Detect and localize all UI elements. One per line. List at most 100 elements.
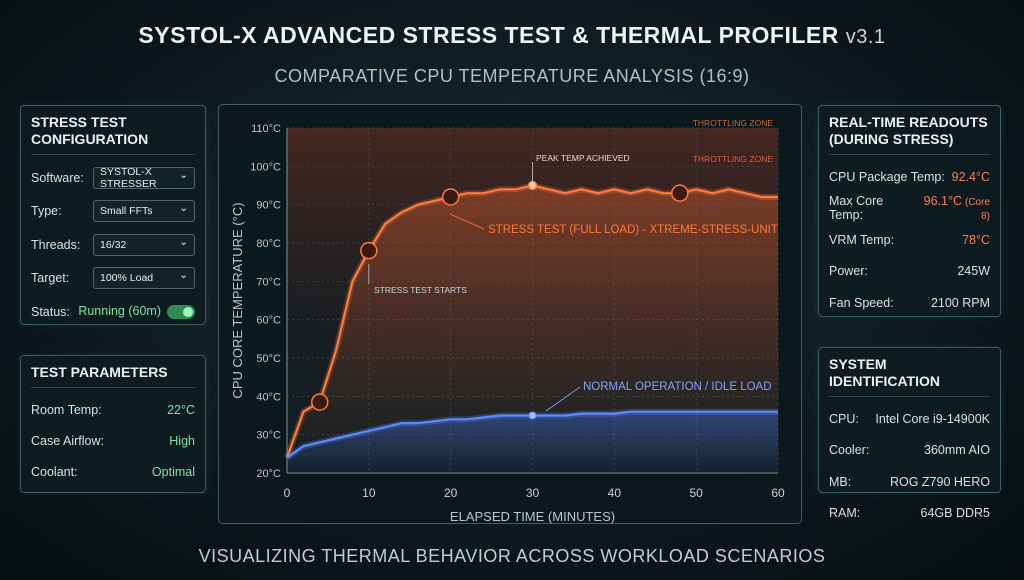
chevron: ⌄ (179, 202, 188, 215)
row-value: Running (60m) (78, 304, 195, 320)
value-text: 2100 RPM (930, 295, 990, 310)
system-panel: SYSTEM IDENTIFICATION CPU: Intel Core i9-1… (818, 347, 1001, 520)
panel-row: Type: Small FFTs ⌄ (31, 195, 195, 229)
row-label: Power: (829, 264, 868, 279)
x-axis-label: ELAPSED TIME (MINUTES) (450, 509, 615, 524)
row-label: RAM: (829, 506, 861, 521)
annotation: PEAK TEMP ACHIEVED (536, 153, 630, 163)
dropdown[interactable]: 16/32 ⌄ (93, 233, 195, 256)
row-value: Optimal (152, 465, 195, 479)
dropdown-value: SYSTOL-X STRESSER (100, 165, 157, 190)
panel-row: Case Airflow: High (31, 425, 195, 456)
row-label: MB: (829, 474, 852, 489)
page-title: SYSTOL-X ADVANCED STRESS TEST & THERMAL … (0, 22, 1024, 49)
panel-row: Coolant: Optimal (31, 456, 195, 487)
leader-line (449, 213, 485, 230)
value-note: (Core 8) (964, 197, 990, 223)
panel-title: SYSTEM IDENTIFICATION (829, 356, 990, 397)
panel-row: VRM Temp: 78°C (829, 224, 990, 256)
dropdown-value: 100% Load (100, 272, 154, 285)
panel-row: Max Core Temp: 96.1°C (Core 8) (829, 193, 990, 225)
row-label: Target: (31, 271, 70, 286)
series-area (287, 185, 778, 473)
panel-row: Threads: 16/32 ⌄ (31, 228, 195, 262)
event-marker (441, 188, 460, 206)
x-tick-label: 0 (284, 486, 291, 500)
value-text: 360mm AIO (924, 443, 990, 458)
series-label: NORMAL OPERATION / IDLE LOAD (583, 381, 772, 393)
row-value: 22°C (167, 403, 195, 417)
chevron: ⌄ (179, 235, 188, 248)
dropdown[interactable]: SYSTOL-X STRESSER ⌄ (93, 165, 195, 190)
value-text: 22°C (167, 402, 195, 417)
y-axis-label: CPU CORE TEMPERATURE (°C) (230, 202, 245, 398)
value-text: High (169, 433, 195, 448)
panel-row: Cooler: 360mm AIO (829, 435, 990, 467)
row-label: Coolant: (31, 464, 78, 479)
panel-title: REAL-TIME READOUTS (DURING STRESS) (829, 114, 990, 155)
row-label: Software: (31, 170, 84, 185)
dropdown-value: Small FFTs (100, 205, 153, 218)
panel-row: CPU: Intel Core i9-14900K (829, 403, 990, 435)
row-value: 92.4°C (952, 170, 990, 184)
x-tick-label: 20 (444, 486, 458, 500)
event-marker (528, 411, 537, 420)
row-value: 360mm AIO (924, 443, 990, 457)
value-text: 245W (957, 264, 990, 279)
panel-row: CPU Package Temp: 92.4°C (829, 161, 990, 193)
value-text: 92.4°C (951, 169, 990, 184)
row-label: Case Airflow: (31, 433, 104, 448)
panel-row: Status: Running (60m) (31, 295, 195, 329)
y-tick-label: 60°C (256, 315, 281, 327)
panel-title-line: STRESS TEST (31, 114, 127, 130)
params-panel: TEST PARAMETERS Room Temp: 22°C Case Airflo… (20, 355, 206, 493)
value-text: 78°C (962, 232, 990, 247)
annotation: THROTTLING ZONE (693, 154, 774, 164)
readouts-panel: REAL-TIME READOUTS (DURING STRESS) CPU Pac… (818, 105, 1001, 317)
series-area (287, 411, 778, 473)
x-tick-label: 60 (771, 486, 785, 500)
row-value: Intel Core i9-14900K (875, 412, 990, 426)
row-label: Status: (31, 304, 70, 319)
row-value: 96.1°C (Core 8) (916, 194, 990, 222)
value-text: 64GB DDR5 (920, 506, 990, 521)
dropdown[interactable]: 100% Load ⌄ (93, 267, 195, 290)
y-tick-label: 30°C (256, 430, 281, 442)
value-text: Intel Core i9-14900K (875, 411, 990, 426)
dropdown[interactable]: Small FFTs ⌄ (93, 200, 195, 223)
panel-title-line: TEST PARAMETERS (31, 364, 168, 380)
y-tick-label: 90°C (256, 200, 281, 212)
panel-row: Power: 245W (829, 256, 990, 288)
dropdown-value: 16/32 (100, 238, 127, 251)
chart: 20°C 30°C 40°C 50°C 60°C 70°C 80°C 90°C 100°C 110… (218, 104, 802, 524)
row-label: VRM Temp: (829, 232, 895, 247)
value-text: Optimal (151, 464, 195, 479)
value-text: 96.1°C (923, 194, 962, 209)
panel-title-line: REAL-TIME READOUTS (829, 114, 988, 130)
row-value: 2100 RPM (931, 296, 990, 310)
footer: VISUALIZING THERMAL BEHAVIOR ACROSS WORK… (198, 546, 826, 566)
x-tick-label: 30 (526, 486, 540, 500)
panel-title-line: (DURING STRESS) (829, 131, 954, 147)
subtitle: COMPARATIVE CPU TEMPERATURE ANALYSIS (16… (274, 66, 750, 86)
panel-title-line: CONFIGURATION (31, 131, 149, 147)
y-tick-label: 70°C (256, 276, 281, 288)
toggle[interactable] (167, 305, 195, 320)
x-tick-label: 40 (608, 486, 622, 500)
y-tick-label: 40°C (256, 391, 281, 403)
y-tick-label: 100°C (250, 161, 281, 173)
row-label: CPU Package Temp: (829, 169, 945, 184)
panel-title: STRESS TEST CONFIGURATION (31, 114, 195, 155)
x-tick-label: 50 (689, 486, 703, 500)
panel-row: MB: ROG Z790 HERO (829, 466, 990, 498)
row-value: 64GB DDR5 (921, 506, 990, 520)
panel-row: Target: 100% Load ⌄ (31, 262, 195, 296)
value-text: ROG Z790 HERO (889, 474, 990, 489)
row-value: 78°C (962, 233, 990, 247)
panel-title: TEST PARAMETERS (31, 364, 195, 388)
chevron: ⌄ (179, 168, 188, 181)
x-tick-label: 10 (362, 486, 376, 500)
series-label: STRESS TEST (FULL LOAD) - XTREME-STRESS-… (488, 224, 778, 236)
title-text: SYSTOL-X ADVANCED STRESS TEST & THERMAL … (138, 22, 839, 48)
